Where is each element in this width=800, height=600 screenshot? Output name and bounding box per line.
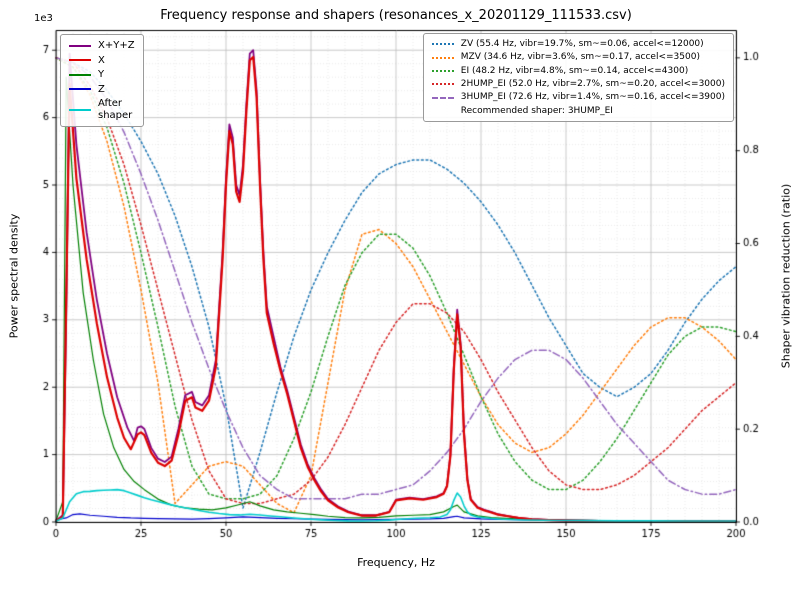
legend-entry: 2HUMP_EI (52.0 Hz, vibr=2.7%, sm~=0.20, … <box>431 79 725 90</box>
y-axis-offset-label: 1e3 <box>34 13 53 24</box>
legend-entry: Z <box>69 84 135 96</box>
legend-entry: MZV (34.6 Hz, vibr=3.6%, sm~=0.17, accel… <box>431 52 725 63</box>
legend-label: Z <box>98 83 105 95</box>
legend-label: X+Y+Z <box>98 40 135 51</box>
chart-title: Frequency response and shapers (resonanc… <box>160 8 632 23</box>
legend-shapers: ZV (55.4 Hz, vibr=19.7%, sm~=0.06, accel… <box>422 33 734 123</box>
legend-line-sample <box>431 69 454 72</box>
right-y-axis-label: Shaper vibration reduction (ratio) <box>779 183 793 369</box>
legend-entry: ZV (55.4 Hz, vibr=19.7%, sm~=0.06, accel… <box>431 39 725 49</box>
legend-entry: EI (48.2 Hz, vibr=4.8%, sm~=0.14, accel<… <box>431 65 725 76</box>
legend-label: 3HUMP_EI (72.6 Hz, vibr=1.4%, sm~=0.16, … <box>460 92 725 103</box>
legend-line-sample <box>431 43 454 46</box>
legend-label: After shaper <box>98 98 133 121</box>
legend-line-sample <box>431 56 454 59</box>
legend-label: Y <box>98 69 105 80</box>
legend-label: ZV (55.4 Hz, vibr=19.7%, sm~=0.06, accel… <box>460 39 704 49</box>
legend-line-sample <box>69 108 91 111</box>
legend-line-sample <box>69 44 91 47</box>
legend-entry: X+Y+Z <box>69 40 135 52</box>
legend-label: X <box>98 54 105 66</box>
recommended-shaper-text: Recommended shaper: 3HUMP_EI <box>460 105 613 116</box>
legend-line-sample <box>431 96 454 99</box>
legend-psd-series: X+Y+Z X Y Z After shaper <box>60 34 144 127</box>
legend-label: EI (48.2 Hz, vibr=4.8%, sm~=0.14, accel<… <box>460 65 689 76</box>
legend-line-sample <box>69 73 91 76</box>
x-axis-label: Frequency, Hz <box>357 556 435 569</box>
left-y-axis-label: Power spectral density <box>7 213 21 339</box>
legend-label: 2HUMP_EI (52.0 Hz, vibr=2.7%, sm~=0.20, … <box>460 79 725 90</box>
legend-entry: X <box>69 55 135 67</box>
legend-footer: Recommended shaper: 3HUMP_EI <box>432 106 725 116</box>
legend-entry: 3HUMP_EI (72.6 Hz, vibr=1.4%, sm~=0.16, … <box>431 92 725 103</box>
legend-line-sample <box>431 83 454 86</box>
legend-entry: After shaper <box>69 98 135 121</box>
legend-label: MZV (34.6 Hz, vibr=3.6%, sm~=0.17, accel… <box>460 52 700 63</box>
legend-line-sample <box>69 59 91 62</box>
legend-line-sample <box>69 88 91 91</box>
legend-entry: Y <box>69 69 135 81</box>
